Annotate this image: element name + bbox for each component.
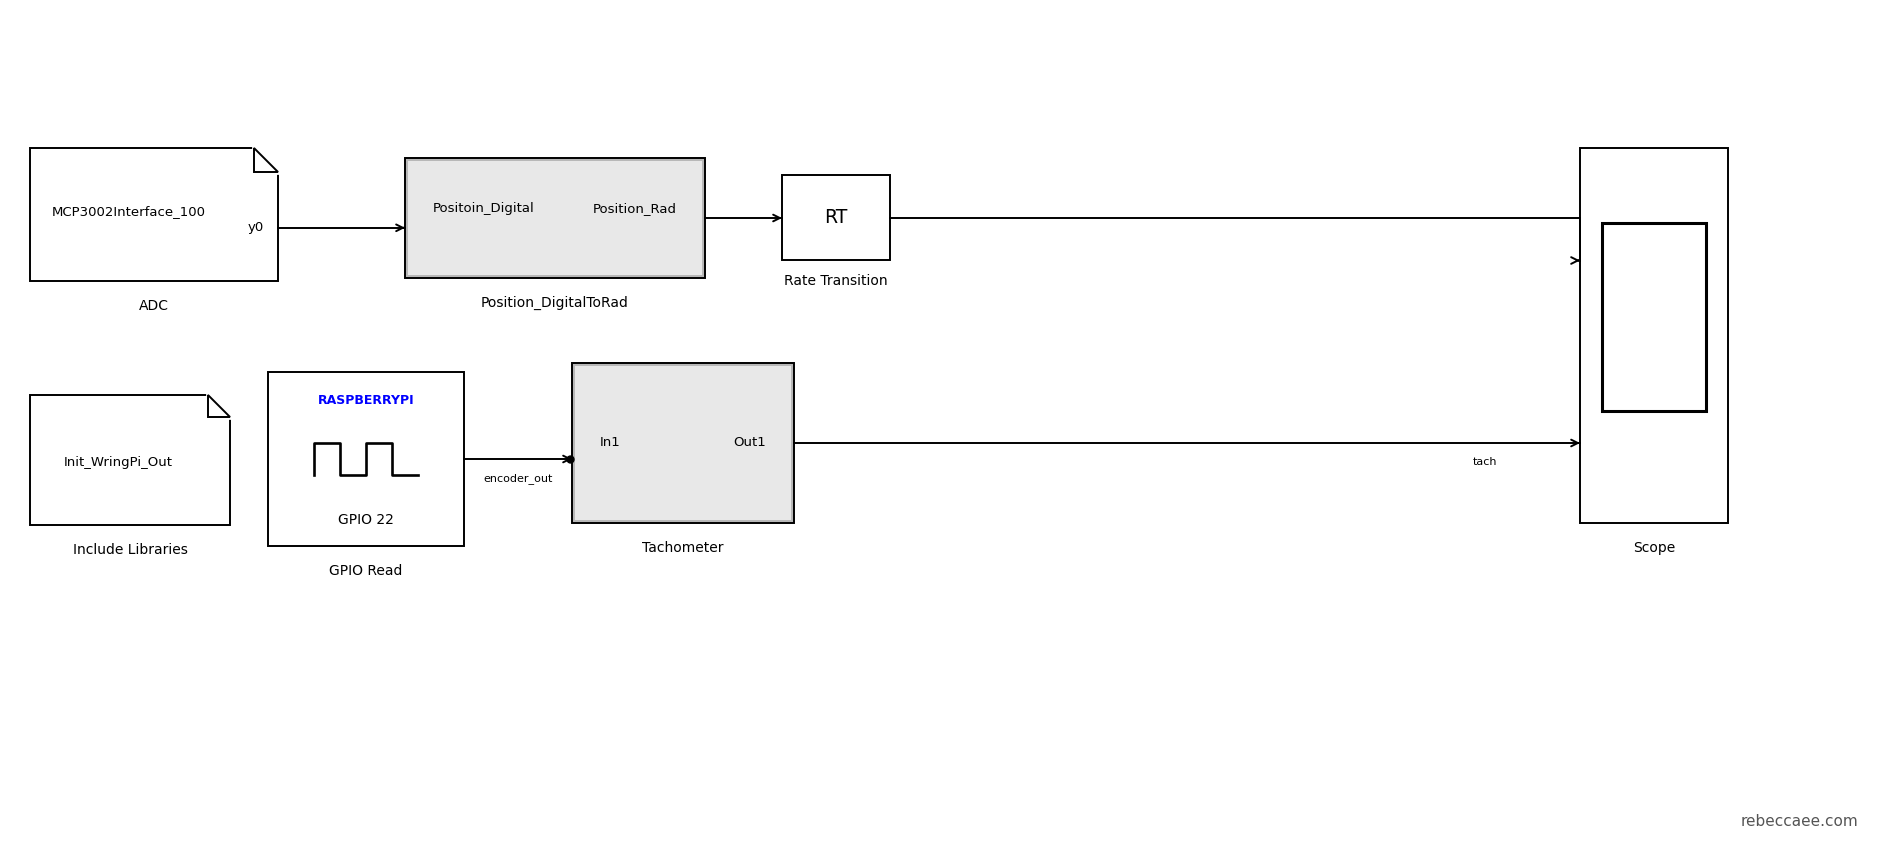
Polygon shape bbox=[207, 395, 230, 417]
Text: rebeccaee.com: rebeccaee.com bbox=[1741, 814, 1858, 829]
Text: Include Libraries: Include Libraries bbox=[72, 543, 187, 557]
Text: In1: In1 bbox=[600, 436, 620, 449]
Text: RT: RT bbox=[824, 208, 847, 227]
FancyBboxPatch shape bbox=[405, 158, 705, 278]
Text: MCP3002Interface_100: MCP3002Interface_100 bbox=[53, 205, 206, 218]
Text: Scope: Scope bbox=[1633, 541, 1675, 555]
Text: Position_DigitalToRad: Position_DigitalToRad bbox=[481, 296, 628, 310]
FancyBboxPatch shape bbox=[571, 363, 794, 523]
Text: Out1: Out1 bbox=[734, 436, 766, 449]
Text: tach: tach bbox=[1473, 457, 1497, 467]
Text: GPIO 22: GPIO 22 bbox=[338, 513, 394, 527]
Text: Tachometer: Tachometer bbox=[643, 541, 724, 555]
Text: y0: y0 bbox=[247, 222, 264, 235]
FancyBboxPatch shape bbox=[1580, 148, 1728, 523]
FancyBboxPatch shape bbox=[575, 366, 790, 520]
Text: Rate Transition: Rate Transition bbox=[785, 274, 888, 288]
FancyBboxPatch shape bbox=[30, 395, 230, 525]
FancyBboxPatch shape bbox=[268, 372, 464, 546]
Text: ADC: ADC bbox=[140, 299, 170, 313]
Text: Positoin_Digital: Positoin_Digital bbox=[434, 202, 536, 215]
Text: encoder_out: encoder_out bbox=[483, 473, 553, 484]
FancyBboxPatch shape bbox=[783, 175, 890, 260]
Text: GPIO Read: GPIO Read bbox=[330, 564, 404, 578]
FancyBboxPatch shape bbox=[407, 161, 702, 275]
Text: RASPBERRYPI: RASPBERRYPI bbox=[317, 393, 415, 406]
Polygon shape bbox=[255, 148, 277, 172]
Text: Position_Rad: Position_Rad bbox=[592, 202, 677, 215]
FancyBboxPatch shape bbox=[30, 148, 277, 281]
Text: Init_WringPi_Out: Init_WringPi_Out bbox=[64, 456, 172, 469]
FancyBboxPatch shape bbox=[1601, 223, 1707, 411]
